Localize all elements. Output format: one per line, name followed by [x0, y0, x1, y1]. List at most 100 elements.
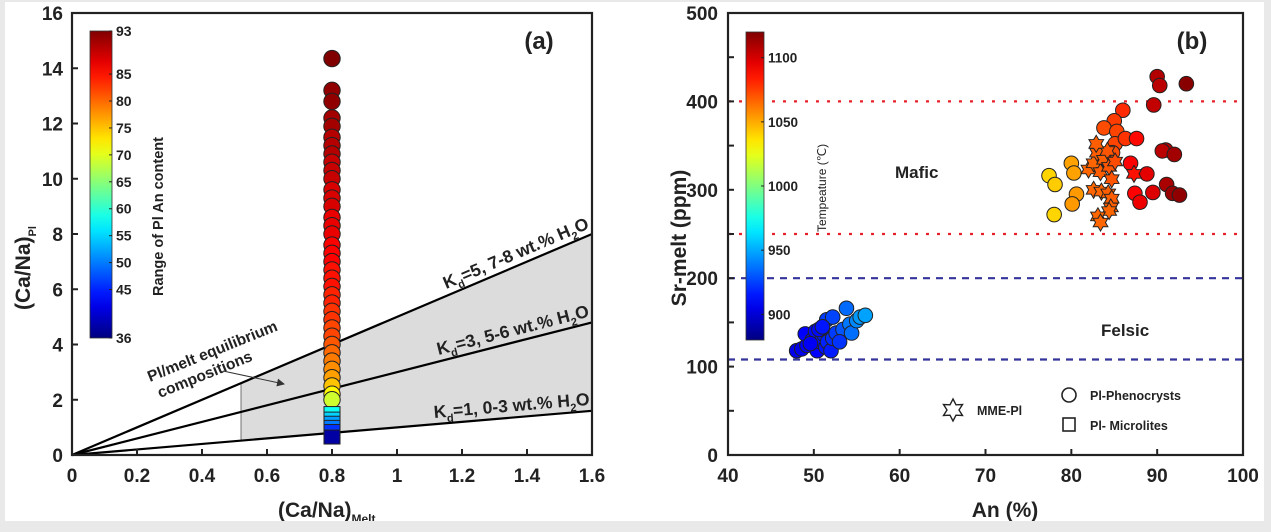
- panel-a-label: (a): [524, 28, 553, 55]
- phenocryst-point: [831, 334, 848, 350]
- phenocryst-point: [838, 300, 855, 317]
- phenocryst-point: [814, 319, 831, 335]
- phenocryst-point: [1145, 97, 1162, 113]
- y-axis-label: Sr-melt (ppm): [668, 170, 691, 307]
- x-tick-label: 0.6: [254, 466, 280, 487]
- legend: MME-Pl Pl-Phenocrysts Pl- Microlites: [942, 387, 1181, 433]
- x-axis-label: (Ca/Na)Melt: [278, 499, 376, 521]
- colorbar-tick-label: 45: [116, 282, 132, 298]
- y-tick-label: 200: [686, 269, 718, 290]
- phenocryst-point: [1139, 166, 1155, 182]
- x-tick-label: 1: [392, 466, 403, 487]
- colorbar-tick-label: 950: [768, 243, 791, 258]
- colorbar-tick-label: 60: [116, 201, 132, 217]
- phenocryst-point: [1128, 130, 1145, 147]
- x-axis-label-sub: Melt: [352, 512, 376, 521]
- colorbar-tick-label: 900: [768, 307, 791, 322]
- phenocryst-point: [1178, 75, 1195, 92]
- x-tick-label: 0.2: [124, 466, 150, 487]
- phenocryst-point: [1046, 206, 1062, 223]
- reference-lines: [728, 100, 1243, 361]
- legend-square-icon: [1062, 417, 1076, 432]
- phenocryst-point: [802, 335, 819, 352]
- mme-point: [1106, 152, 1124, 171]
- x-tick-label: 100: [1227, 466, 1259, 487]
- phenocryst-point: [1115, 102, 1131, 119]
- legend-label-microlites: Pl- Microlites: [1090, 419, 1168, 433]
- y-axis-label: (Ca/Na)Pl: [12, 226, 39, 310]
- x-tick-label: 60: [889, 466, 910, 487]
- phenocryst-point: [1096, 120, 1112, 136]
- x-tick-label: 0.4: [189, 466, 216, 487]
- phenocryst-point: [1132, 194, 1148, 210]
- y-tick-label: 14: [42, 59, 64, 80]
- legend-circle-icon: [1061, 387, 1077, 403]
- microlite-point: [323, 429, 341, 445]
- legend-label-mme: MME-Pl: [977, 404, 1022, 418]
- annotation-arrow: [222, 370, 285, 387]
- colorbar-tick-label: 1100: [768, 51, 797, 66]
- region-label-felsic: Felsic: [1101, 321, 1149, 340]
- colorbar-tick-label: 1050: [768, 115, 798, 130]
- legend-star-icon: [942, 397, 964, 423]
- phenocryst-point: [1171, 187, 1188, 203]
- x-tick-label: 80: [1061, 466, 1082, 487]
- colorbar-tick-label: 70: [116, 147, 132, 163]
- y-tick-label: 0: [52, 446, 63, 467]
- colorbar-tick-label: 80: [116, 93, 132, 109]
- phenocryst-point: [857, 307, 874, 324]
- phenocryst-point: [1151, 77, 1168, 94]
- mme-point: [1088, 134, 1105, 154]
- x-tick-label: 90: [1147, 466, 1168, 487]
- colorbar-tick-label: 50: [116, 255, 132, 271]
- x-tick-label: 1.4: [514, 466, 541, 487]
- x-axis-label: An (%): [972, 499, 1039, 521]
- colorbar-tick-label: 65: [116, 174, 132, 190]
- mme-point: [1125, 164, 1143, 184]
- x-tick-label: 50: [803, 466, 824, 487]
- figure-svg: 0 0.2 0.4 0.6 0.8 1 1.2 1.4 1.6 0 2 4 6 8 10 12 14 16 (a)…: [12, 4, 1259, 521]
- y-tick-label: 100: [686, 358, 718, 379]
- y-axis-label-main: (Ca/Na): [12, 236, 35, 310]
- y-tick-label: 8: [52, 225, 63, 246]
- colorbar-tick-label: 93: [116, 23, 132, 39]
- x-tick-label: 70: [975, 466, 996, 487]
- y-tick-label: 10: [42, 170, 63, 191]
- phenocryst-point: [1066, 165, 1082, 181]
- phenocryst-point: [1166, 146, 1183, 163]
- colorbar-label: Range of Pl An content: [151, 137, 167, 296]
- panel-a-ticks: 0 0.2 0.4 0.6 0.8 1 1.2 1.4 1.6 0 2 4 6 8 10 12 14 16: [42, 4, 605, 487]
- mme-point: [1092, 213, 1109, 232]
- y-tick-label: 500: [686, 4, 718, 25]
- x-axis-label-main: (Ca/Na): [278, 499, 352, 521]
- phenocryst-point: [1145, 184, 1161, 201]
- x-tick-label: 0.8: [319, 466, 345, 487]
- panel-b-label: (b): [1177, 28, 1208, 55]
- x-tick-label: 40: [717, 466, 738, 487]
- panel-a-points: [323, 49, 341, 445]
- y-tick-label: 2: [52, 391, 63, 412]
- y-tick-label: 0: [707, 446, 718, 467]
- phenocryst-point: [323, 92, 341, 111]
- mme-point: [1103, 169, 1120, 189]
- colorbar-temperature: 900 950 1000 1050 1100: [745, 31, 798, 341]
- colorbar-gradient: [89, 30, 113, 339]
- phenocryst-point: [824, 309, 841, 325]
- phenocryst-point: [1064, 196, 1080, 212]
- region-label-mafic: Mafic: [895, 163, 938, 182]
- x-tick-label: 1.6: [579, 466, 605, 487]
- colorbar-label: Tempeature (℃): [815, 144, 829, 232]
- y-axis-label-sub: Pl: [27, 226, 39, 236]
- colorbar-tick-label: 55: [116, 228, 132, 244]
- colorbar-an-content: 36 45 50 55 60 65 70 75 80 85 93: [89, 23, 132, 346]
- mme-point: [1100, 201, 1118, 221]
- phenocryst-point: [1047, 176, 1063, 193]
- phenocryst-point: [323, 49, 341, 68]
- x-tick-label: 0: [67, 466, 78, 487]
- colorbar-tick-label: 75: [116, 120, 132, 136]
- panel-b-points: [788, 68, 1195, 359]
- x-tick-label: 1.2: [449, 466, 475, 487]
- y-tick-label: 6: [52, 280, 63, 301]
